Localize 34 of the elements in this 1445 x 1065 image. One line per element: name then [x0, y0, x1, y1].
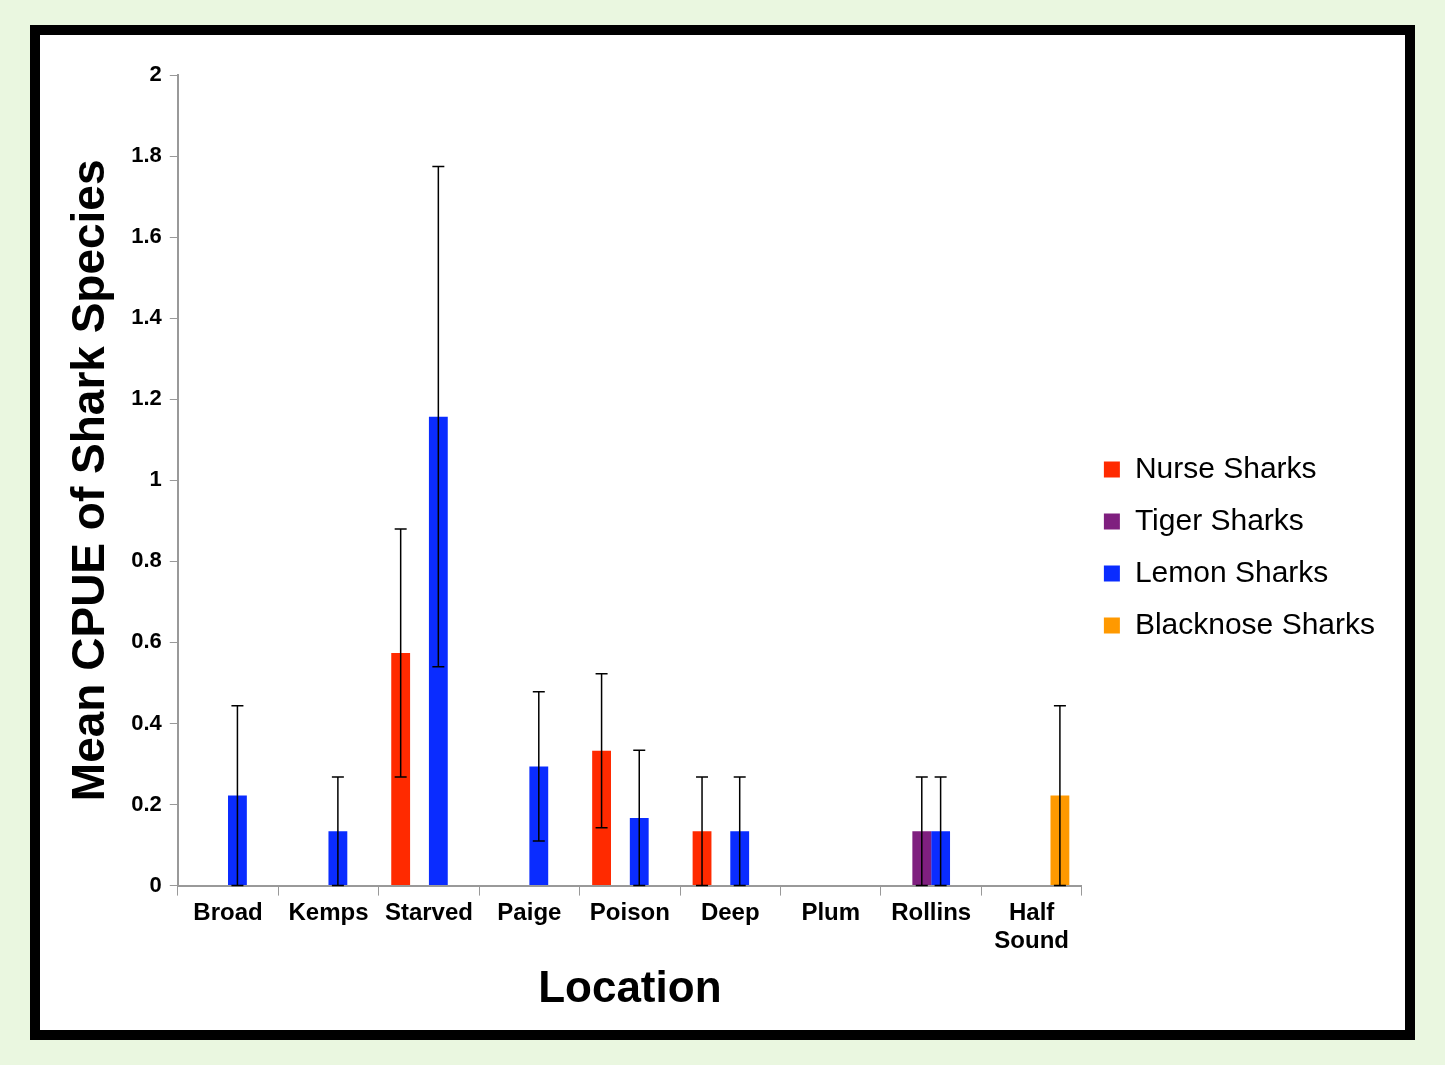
y-tick-label: 1.4 — [131, 304, 163, 330]
legend-label: Nurse Sharks — [1134, 450, 1317, 484]
legend-label: Lemon Sharks — [1134, 554, 1329, 588]
x-tick-label: Kemps — [288, 897, 369, 925]
y-tick-label: 0.8 — [131, 547, 162, 573]
x-tick-label: Half Sound — [994, 897, 1069, 954]
x-tick-label: Plum — [801, 897, 861, 925]
y-tick-label: 0 — [149, 871, 162, 897]
legend-label: Blacknose Sharks — [1134, 606, 1376, 640]
bar — [629, 817, 649, 886]
y-tick-label: 1.2 — [131, 385, 162, 411]
bar — [228, 795, 247, 886]
bar — [391, 652, 411, 886]
bar — [592, 750, 611, 886]
x-tick-label: Starved — [384, 897, 473, 925]
x-tick-label: Poison — [589, 897, 670, 925]
x-tick-label: Paige — [497, 897, 562, 925]
bar — [730, 831, 750, 886]
y-tick-label: 0.2 — [131, 790, 162, 816]
x-tick-label: Rollins — [891, 897, 972, 925]
y-tick-label: 0.4 — [131, 709, 163, 735]
x-tick-label: Broad — [193, 897, 263, 925]
y-axis-title: Mean CPUE of Shark Species — [62, 159, 115, 802]
x-tick-label: Deep — [700, 897, 760, 925]
x-axis-title: Location — [538, 961, 722, 1011]
legend-label: Tiger Sharks — [1134, 502, 1304, 536]
bar — [529, 766, 549, 886]
y-tick-label: 2 — [149, 61, 162, 87]
bar — [428, 416, 448, 886]
y-tick-label: 1.8 — [131, 142, 162, 168]
y-tick-label: 1 — [149, 466, 162, 492]
bar — [931, 831, 951, 886]
y-tick-label: 0.6 — [131, 628, 162, 654]
y-tick-label: 1.6 — [131, 223, 162, 249]
